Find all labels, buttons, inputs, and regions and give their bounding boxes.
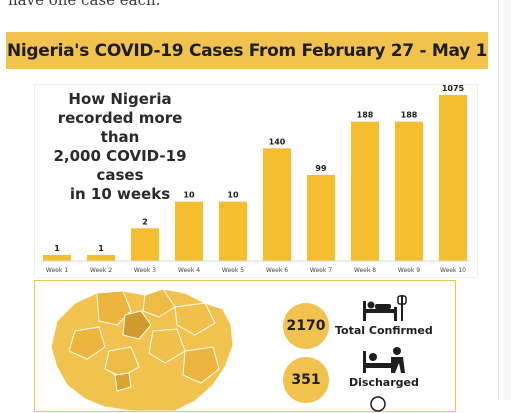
x-tick-label: Week 7: [310, 267, 332, 274]
bar-week-3: [131, 228, 159, 261]
cut-off-text: have one case each.: [8, 0, 161, 9]
bar-week-9: [395, 121, 423, 261]
chart-headline: How Nigeria recorded more than 2,000 COV…: [40, 90, 200, 204]
bar-value-label: 1075: [442, 85, 465, 93]
bar-value-label: 188: [401, 111, 418, 120]
x-tick-label: Week 8: [354, 267, 376, 274]
discharged-count-badge: 351: [283, 357, 329, 403]
hospital-patient-icon: [363, 295, 407, 321]
bar-week-7: [307, 175, 335, 261]
discharged-count: 351: [291, 372, 321, 388]
bar-week-10: [439, 95, 467, 261]
circle-icon: [370, 396, 386, 412]
bar-week-4: [175, 201, 203, 261]
x-tick-label: Week 6: [266, 267, 288, 274]
x-tick-label: Week 2: [90, 267, 112, 274]
headline-line-4: in 10 weeks: [69, 185, 171, 203]
bar-week-2: [87, 255, 115, 261]
x-tick-label: Week 3: [134, 267, 156, 274]
bar-week-1: [43, 255, 71, 261]
headline-line-3: 2,000 COVID-19 cases: [53, 147, 187, 184]
confirmed-count: 2170: [286, 318, 326, 334]
nigeria-map-icon: [50, 288, 234, 411]
bar-chart: 1 Week 1 1 Week 2 2 Week 3 10 Week 4 10 Week 5 140…: [41, 85, 471, 274]
x-tick-label: Week 9: [398, 267, 420, 274]
bar-chart-panel: 1 Week 1 1 Week 2 2 Week 3 10 Week 4 10 Week 5 140…: [34, 84, 478, 278]
headline-line-1: How Nigeria: [68, 90, 172, 108]
bar-value-label: 1: [98, 244, 104, 253]
page-edge: [498, 0, 499, 400]
x-tick-label: Week 5: [222, 267, 244, 274]
title-banner: Nigeria's COVID-19 Cases From February 2…: [6, 32, 488, 69]
bar-value-label: 10: [227, 191, 239, 200]
scrollbar-track[interactable]: [503, 0, 511, 400]
confirmed-count-badge: 2170: [283, 303, 329, 349]
x-tick-label: Week 10: [440, 267, 466, 274]
bar-value-label: 2: [142, 217, 148, 226]
bar-week-5: [219, 201, 247, 261]
confirmed-label: Total Confirmed: [335, 324, 433, 337]
x-tick-label: Week 4: [178, 267, 200, 274]
page-title: Nigeria's COVID-19 Cases From February 2…: [6, 40, 488, 61]
bar-value-label: 188: [357, 111, 374, 120]
discharged-label: Discharged: [349, 376, 419, 389]
discharged-patient-icon: [363, 347, 405, 373]
x-tick-label: Week 1: [46, 267, 68, 274]
map-stats-panel: 2170 Total Confirmed 351 Discharged: [34, 280, 456, 412]
bar-value-label: 99: [315, 164, 327, 173]
headline-line-2: recorded more than: [57, 109, 183, 146]
bar-value-label: 1: [54, 244, 60, 253]
bar-value-label: 10: [183, 191, 195, 200]
bar-week-6: [263, 148, 291, 261]
bar-week-8: [351, 121, 379, 261]
bar-value-label: 140: [269, 137, 286, 146]
